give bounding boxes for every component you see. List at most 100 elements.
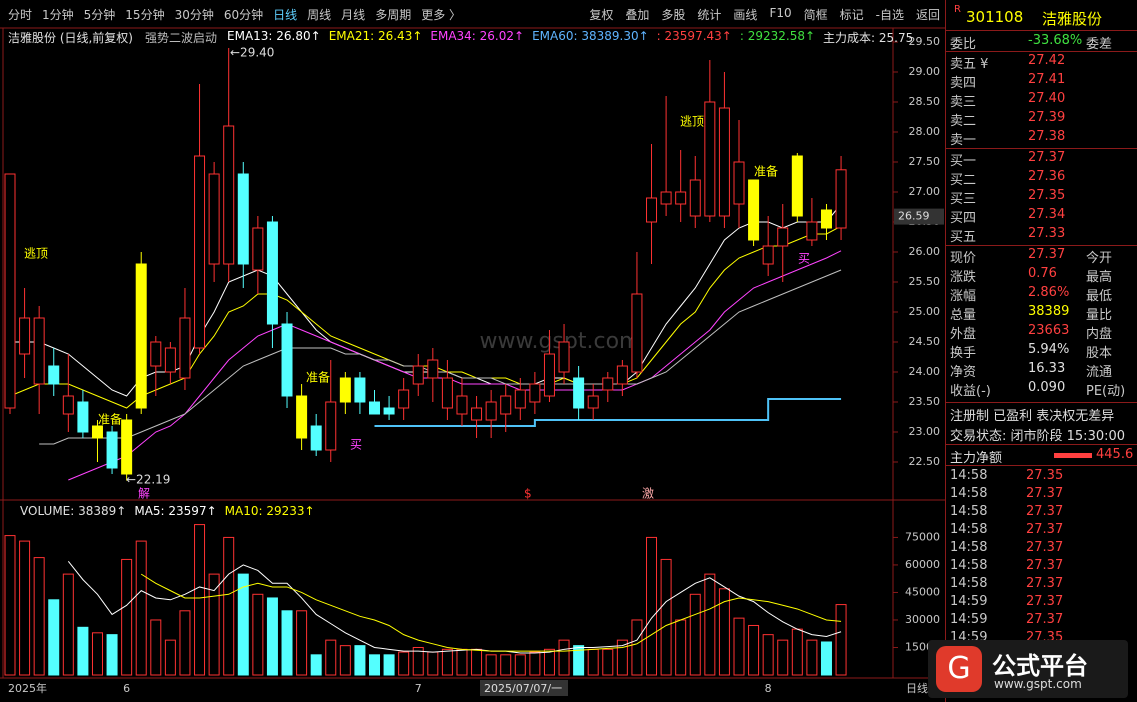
toolbar-button[interactable]: 标记 [839, 8, 864, 22]
volume-bar [631, 619, 643, 676]
annotation: ←22.19 [126, 473, 170, 487]
candle-body [62, 395, 74, 415]
toolbar-tab[interactable]: 月线 [341, 8, 366, 22]
indicator-value: EMA34: 26.02↑ [430, 29, 525, 43]
tick-price: 27.37 [1026, 486, 1064, 501]
volume-bar [77, 626, 89, 676]
volume-bar [237, 573, 249, 676]
candle-body [820, 209, 832, 229]
tick-price: 27.37 [1026, 558, 1064, 573]
toolbar-button[interactable]: 多股 [661, 8, 686, 22]
volume-bar [777, 639, 789, 676]
toolbar-button[interactable]: 返回 [915, 8, 940, 22]
x-tick-label: 6 [123, 682, 130, 695]
divider [946, 465, 1137, 466]
tick-price: 27.35 [1026, 468, 1064, 483]
volume-bar [646, 536, 658, 676]
annotation: 准备 [754, 165, 778, 179]
toolbar-button[interactable]: 统计 [697, 8, 722, 22]
toolbar-tab[interactable]: 30分钟 [174, 8, 214, 22]
toolbar-tab[interactable]: 1分钟 [42, 8, 74, 22]
net-label: 主力净额 [950, 451, 1003, 466]
quote-cell: 23663 [1028, 323, 1070, 338]
candle-body [500, 395, 512, 415]
candle-body [791, 155, 803, 217]
indicator-value: : 29232.58↑ [739, 29, 816, 43]
quote-cell: 现价 [950, 251, 977, 266]
toolbar-tab[interactable]: 更多 〉 [421, 8, 462, 22]
volume-bar [806, 639, 818, 676]
toolbar-tab[interactable]: 日线 [273, 8, 298, 22]
toolbar-button[interactable]: -自选 [875, 8, 904, 22]
candle-body [383, 407, 395, 415]
candle-body [835, 169, 847, 229]
toolbar-tab[interactable]: 60分钟 [223, 8, 264, 22]
tick-time: 14:58 [950, 576, 988, 591]
candle-body [456, 395, 468, 415]
toolbar-tab[interactable]: 周线 [307, 8, 332, 22]
annotation: 解 [138, 487, 150, 501]
y-tick-label: 23.00 [909, 425, 941, 438]
candle-body [135, 263, 147, 409]
candle-body [514, 389, 526, 409]
candle-body [704, 101, 716, 217]
candle-body [296, 395, 308, 439]
volume-bar [135, 540, 147, 676]
candle-body [427, 359, 439, 379]
volume-bar [194, 524, 206, 676]
tick-time: 14:58 [950, 540, 988, 555]
quote-cell: 27.37 [1028, 150, 1066, 165]
volume-bar [820, 641, 832, 676]
net-bar [1054, 453, 1092, 458]
volume-bar [748, 624, 760, 676]
quote-cell: 27.38 [1028, 129, 1066, 144]
y-tick-label: 30000 [905, 613, 940, 626]
toolbar-button[interactable]: 叠加 [625, 8, 650, 22]
candle-body [19, 317, 31, 355]
volume-bar [471, 648, 483, 676]
quote-cell: 量比 [1086, 308, 1113, 323]
quote-cell: 涨跌 [950, 270, 977, 285]
toolbar-button[interactable]: 复权 [589, 8, 614, 22]
volume-bar [339, 645, 351, 676]
volume-bar [543, 648, 555, 676]
candle-body [339, 377, 351, 403]
net-value: 445.6 [1096, 447, 1134, 462]
volume-bar [19, 540, 31, 676]
volume-bar [208, 573, 220, 676]
volume-bar [325, 639, 337, 676]
toolbar-tab[interactable]: 分时 [8, 8, 33, 22]
toolbar-tab[interactable]: 5分钟 [83, 8, 116, 22]
quote-cell: 卖五 ¥ [950, 57, 989, 72]
candle-body [223, 125, 235, 265]
quote-cell: 16.33 [1028, 361, 1066, 376]
y-tick-label: 29.00 [909, 65, 941, 78]
stock-title: 洁雅股份 (日线,前复权) [8, 31, 133, 45]
indicator-line [39, 269, 842, 445]
y-tick-label: 28.00 [909, 125, 941, 138]
x-tick-label: 7 [415, 682, 422, 695]
candle-body [310, 425, 322, 451]
volume-bar [529, 651, 541, 676]
volume-bar [310, 654, 322, 676]
toolbar-tab[interactable]: 多周期 [375, 8, 412, 22]
logo-box: G 公式平台 www.gspt.com [928, 640, 1128, 698]
toolbar-tab[interactable]: 15分钟 [125, 8, 165, 22]
volume-bar [369, 654, 380, 676]
divider [946, 30, 1137, 31]
tick-price: 27.37 [1026, 594, 1064, 609]
quote-cell: -33.68% [1028, 33, 1083, 48]
candle-body [748, 179, 760, 241]
y-tick-label: 24.50 [909, 335, 941, 348]
candle-body [354, 377, 366, 403]
volume-indicator: VOLUME: 38389↑ [20, 504, 127, 518]
candle-body [762, 245, 774, 265]
volume-bar [121, 558, 133, 676]
toolbar-button[interactable]: 简框 [803, 8, 828, 22]
volume-bar [762, 634, 774, 676]
toolbar-button[interactable]: F10 [769, 6, 792, 20]
volume-bar [33, 557, 45, 676]
toolbar-button[interactable]: 画线 [733, 8, 758, 22]
candle-body [777, 227, 789, 247]
volume-bar [91, 632, 103, 676]
